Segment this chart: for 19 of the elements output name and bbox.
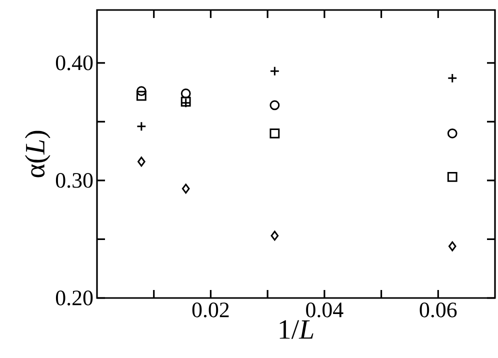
point: [447, 172, 458, 182]
point: [182, 184, 190, 194]
point: [270, 128, 280, 138]
x-tick-label: 0.06: [420, 302, 457, 318]
point: [136, 90, 146, 101]
point: [180, 88, 191, 98]
x-tick-label: 0.02: [192, 302, 229, 318]
y-tick-label: 0.20: [56, 290, 93, 306]
point: [270, 230, 279, 241]
y-tick-label: 0.40: [56, 55, 93, 70]
y-tick-label: 0.30: [56, 173, 93, 188]
point: [448, 241, 456, 252]
point: [447, 128, 458, 138]
x-tick-label: 0.04: [306, 302, 344, 318]
point: [138, 156, 146, 167]
y-axis-title: α(L): [24, 130, 50, 178]
x-axis-title: 1/L: [280, 320, 314, 339]
point: [270, 100, 280, 110]
point: [136, 86, 146, 96]
